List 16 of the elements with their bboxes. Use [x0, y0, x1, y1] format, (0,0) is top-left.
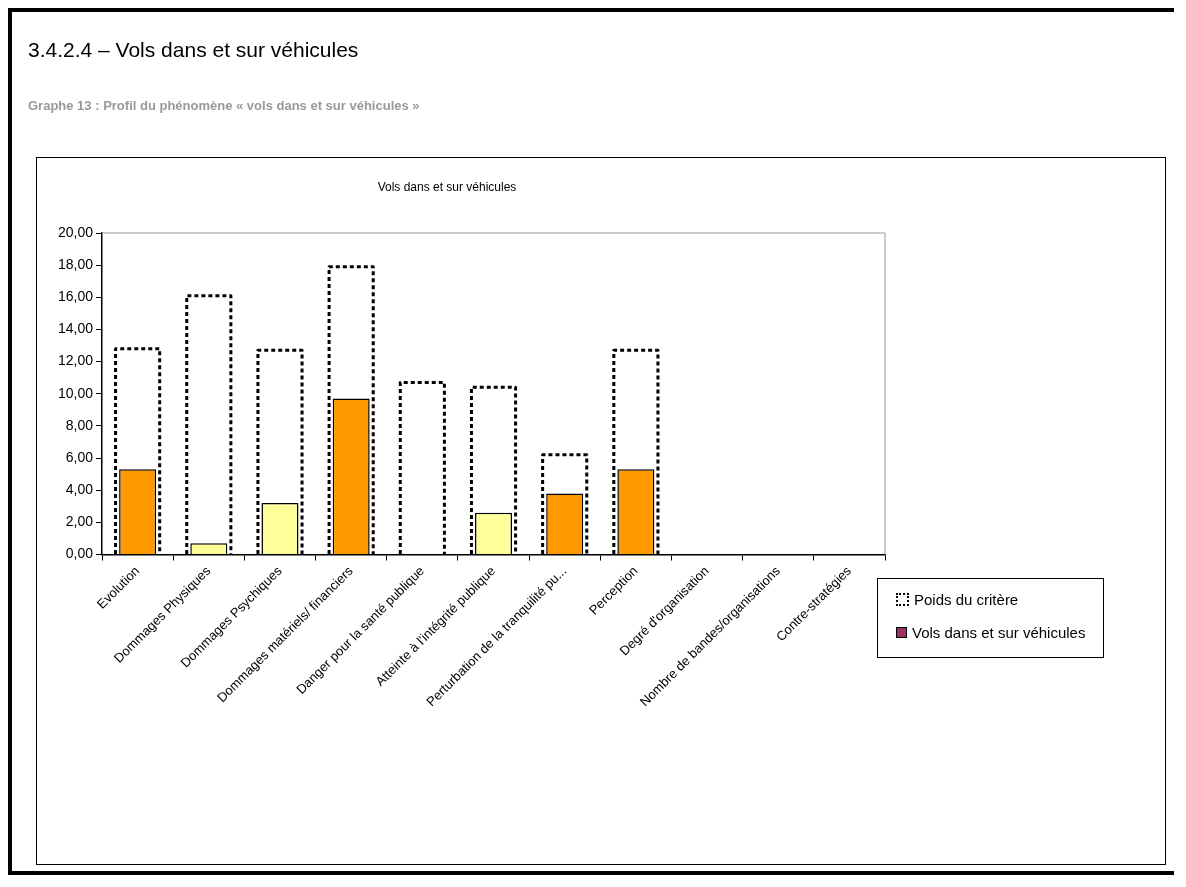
chart-subtitle: Graphe 13 : Profil du phénomène « vols dans et sur véhicules » [28, 98, 420, 113]
y-tick-label: 0,00 [65, 545, 94, 562]
y-tick-label: 10,00 [57, 384, 94, 401]
y-tick-label: 14,00 [57, 320, 94, 337]
y-tick-label: 20,00 [57, 223, 94, 240]
y-tick-label: 16,00 [57, 288, 94, 305]
y-tick-label: 8,00 [65, 416, 94, 433]
text: Poids du critère [914, 591, 1019, 608]
text: Vols dans et sur véhicules [376, 180, 518, 194]
y-tick-label: 6,00 [65, 448, 94, 465]
chart-title: 3.4.2.4 – Vols dans et sur véhicules [28, 38, 359, 62]
text: Vols dans et sur véhicules [912, 624, 1086, 641]
y-tick-label: 12,00 [57, 352, 94, 369]
y-tick-label: 2,00 [65, 513, 94, 530]
y-tick-label: 18,00 [57, 256, 94, 273]
y-tick-label: 4,00 [65, 481, 94, 498]
